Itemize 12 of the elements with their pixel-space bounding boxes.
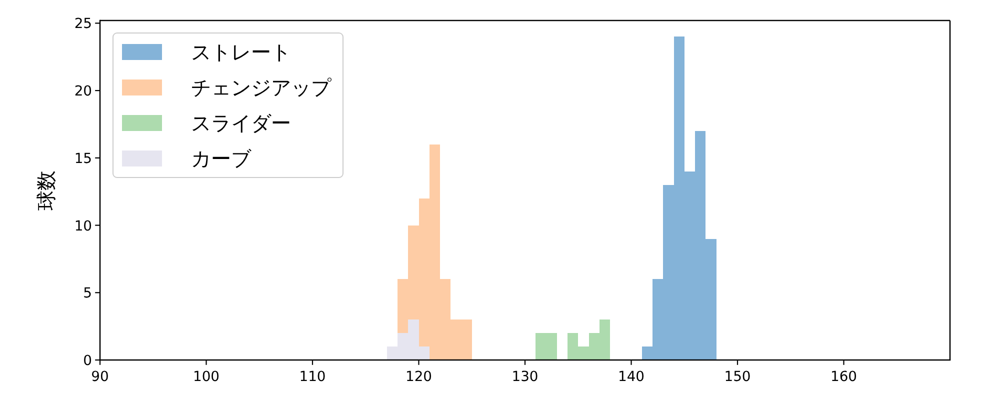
y-tick-label: 25 <box>74 16 92 32</box>
x-tick-label: 150 <box>724 369 751 385</box>
x-tick-label: 110 <box>299 369 326 385</box>
x-tick-label: 130 <box>512 369 538 385</box>
y-tick-label: 5 <box>83 286 92 302</box>
x-tick-label: 160 <box>830 369 857 385</box>
y-tick-label: 0 <box>83 353 92 369</box>
x-tick-label: 140 <box>618 369 644 385</box>
y-tick-label: 10 <box>74 218 92 234</box>
x-tick-label: 90 <box>91 369 109 385</box>
x-tick-label: 120 <box>406 369 432 385</box>
x-tick-label: 100 <box>193 369 220 385</box>
